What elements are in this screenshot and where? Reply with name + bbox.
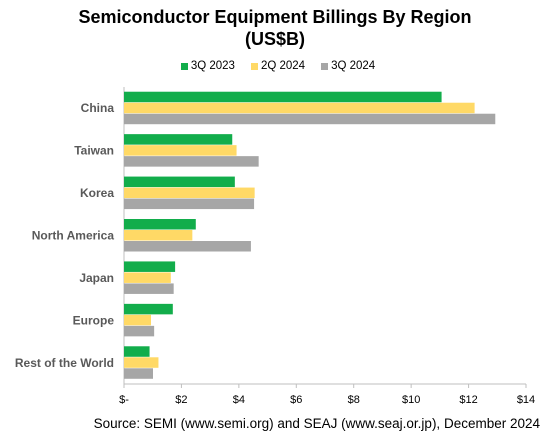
source-note: Source: SEMI (www.semi.org) and SEAJ (ww…: [93, 416, 540, 431]
bar: [124, 357, 159, 368]
bar: [124, 325, 155, 337]
bar: [124, 241, 251, 252]
category-label: Europe: [73, 313, 115, 327]
category-label: Japan: [79, 271, 114, 285]
bar: [124, 261, 176, 272]
category-label: North America: [32, 229, 115, 243]
bar: [124, 346, 150, 357]
bar: [124, 156, 259, 167]
bar: [124, 303, 173, 315]
x-tick-label: $14: [517, 394, 535, 406]
legend-swatch-2q2024: [250, 62, 258, 70]
bar: [124, 113, 496, 125]
bar: [124, 272, 171, 283]
bar: [124, 230, 193, 241]
chart-title: Semiconductor Equipment Billings By Regi…: [78, 7, 472, 27]
bar: [124, 198, 255, 210]
legend-swatch-3q2024: [321, 62, 329, 70]
legend-item-3q2023: 3Q 2023: [180, 60, 235, 72]
bar: [124, 134, 233, 145]
bar: [124, 91, 442, 103]
legend-swatch-3q2023: [180, 62, 188, 70]
legend-label-3q2024: 3Q 2024: [331, 60, 376, 72]
legend-item-2q2024: 2Q 2024: [250, 60, 306, 72]
category-label: China: [81, 101, 115, 115]
x-tick-label: $10: [402, 394, 420, 406]
legend-label-3q2023: 3Q 2023: [190, 60, 235, 72]
category-label: Rest of the World: [15, 356, 114, 370]
bar: [124, 102, 475, 114]
x-tick-label: $-: [119, 394, 129, 406]
category-label: Korea: [80, 186, 114, 200]
bar: [124, 314, 151, 326]
bar: [124, 219, 196, 230]
x-tick-label: $6: [290, 394, 302, 406]
x-tick-label: $4: [233, 394, 245, 406]
category-label: Taiwan: [74, 144, 114, 158]
chart-subtitle: (US$B): [244, 29, 305, 49]
bar: [124, 176, 235, 188]
legend-item-3q2024: 3Q 2024: [321, 60, 375, 72]
chart-legend: 3Q 2023 2Q 2024 3Q 2024: [0, 60, 550, 72]
x-tick-label: $8: [348, 394, 360, 406]
bar: [124, 187, 255, 199]
bar: [124, 145, 237, 156]
bar: [124, 283, 174, 294]
x-tick-label: $2: [175, 394, 187, 406]
bar: [124, 368, 154, 379]
x-tick-label: $12: [459, 394, 477, 406]
legend-label-2q2024: 2Q 2024: [260, 60, 306, 72]
